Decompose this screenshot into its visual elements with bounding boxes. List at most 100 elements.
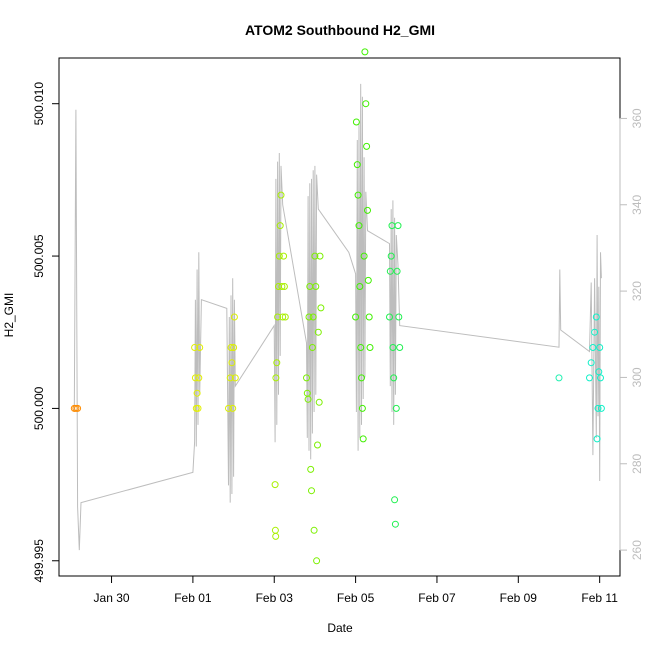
data-point	[352, 118, 360, 126]
data-point	[304, 395, 312, 403]
data-point	[356, 283, 364, 290]
data-point	[364, 276, 372, 284]
y2-axis: 260 280 300 320 340 360	[619, 108, 644, 560]
data-point	[272, 532, 280, 540]
data-point	[314, 328, 322, 336]
data-point	[278, 283, 286, 290]
y-tick-label: 500.010	[32, 82, 46, 126]
chart-title: ATOM2 Southbound H2_GMI	[245, 22, 435, 38]
data-point	[305, 313, 313, 321]
x-tick-label: Jan 30	[94, 591, 130, 605]
data-point	[593, 435, 601, 443]
y-tick-label: 499.995	[32, 539, 46, 583]
data-point	[277, 191, 285, 199]
data-point	[307, 465, 315, 473]
data-point	[314, 441, 321, 449]
plot-frame	[58, 57, 621, 577]
x-tick-label: Feb 09	[500, 591, 538, 605]
data-point	[280, 283, 288, 290]
data-point	[272, 374, 280, 382]
data-point	[392, 404, 400, 412]
x-tick-label: Feb 01	[174, 591, 212, 605]
y2-tick-label: 260	[630, 540, 644, 560]
data-point	[365, 313, 373, 321]
data-point	[311, 252, 319, 260]
data-point	[389, 344, 397, 351]
y2-tick-label: 300	[630, 367, 644, 387]
data-point	[317, 304, 325, 312]
x-tick-label: Feb 11	[581, 591, 618, 605]
data-point	[364, 206, 371, 214]
data-point	[386, 267, 394, 275]
secondary-line	[73, 83, 602, 551]
data-point	[225, 404, 232, 412]
data-point	[393, 267, 401, 275]
data-point	[587, 359, 595, 367]
data-point	[280, 252, 288, 260]
y2-tick-label: 360	[630, 108, 644, 128]
data-point	[271, 526, 279, 534]
data-point	[228, 359, 236, 367]
y-axis: 499.995 500.000 500.005 500.010	[32, 82, 60, 583]
data-point	[276, 222, 284, 230]
x-tick-label: Feb 05	[337, 591, 375, 605]
data-point	[191, 344, 199, 351]
x-tick-label: Feb 07	[418, 591, 456, 605]
x-axis: Jan 30 Feb 01 Feb 03 Feb 05 Feb 07 Feb 09 Feb …	[94, 575, 618, 605]
data-point	[390, 374, 398, 382]
x-tick-label: Feb 03	[256, 591, 294, 605]
data-point	[363, 142, 371, 150]
data-point	[308, 487, 315, 495]
data-point	[194, 404, 202, 412]
data-point	[279, 313, 287, 321]
data-point	[394, 222, 402, 230]
data-point	[74, 404, 82, 412]
data-point	[592, 313, 600, 321]
data-point	[353, 161, 361, 169]
data-point	[359, 435, 367, 443]
data-point	[586, 374, 593, 382]
data-point	[275, 252, 283, 260]
data-point	[391, 520, 399, 528]
data-point	[589, 344, 597, 351]
data-point	[230, 313, 238, 321]
data-point	[597, 374, 604, 382]
data-point	[231, 374, 239, 382]
data-point	[597, 404, 605, 412]
data-point	[195, 374, 203, 382]
data-point	[273, 359, 281, 367]
data-point	[387, 252, 395, 260]
x-axis-label: Date	[327, 621, 353, 635]
data-point	[358, 374, 365, 382]
data-point	[591, 328, 599, 336]
data-point	[193, 389, 201, 397]
data-point	[315, 398, 323, 406]
data-point	[594, 404, 602, 412]
data-point	[316, 252, 324, 260]
data-point	[355, 222, 363, 230]
data-point	[386, 313, 393, 321]
y-tick-label: 500.000	[32, 386, 46, 430]
data-point	[308, 344, 316, 351]
y2-tick-label: 320	[630, 281, 644, 301]
data-point	[226, 374, 234, 382]
data-point	[396, 344, 404, 351]
data-point	[395, 313, 403, 321]
y-axis-label: H2_GMI	[2, 293, 16, 338]
y-tick-label: 500.005	[32, 234, 46, 278]
y2-tick-label: 280	[630, 453, 644, 473]
data-point	[362, 100, 370, 108]
data-point	[191, 374, 199, 382]
points-layer	[70, 48, 605, 565]
data-point	[313, 557, 321, 565]
data-point	[357, 344, 365, 351]
data-point	[229, 404, 237, 412]
data-point	[366, 344, 374, 351]
data-point	[271, 481, 279, 489]
secondary-line-layer	[73, 83, 602, 551]
data-point	[227, 344, 235, 351]
data-point	[358, 404, 366, 412]
y2-tick-label: 340	[630, 194, 644, 214]
data-point	[312, 283, 320, 290]
